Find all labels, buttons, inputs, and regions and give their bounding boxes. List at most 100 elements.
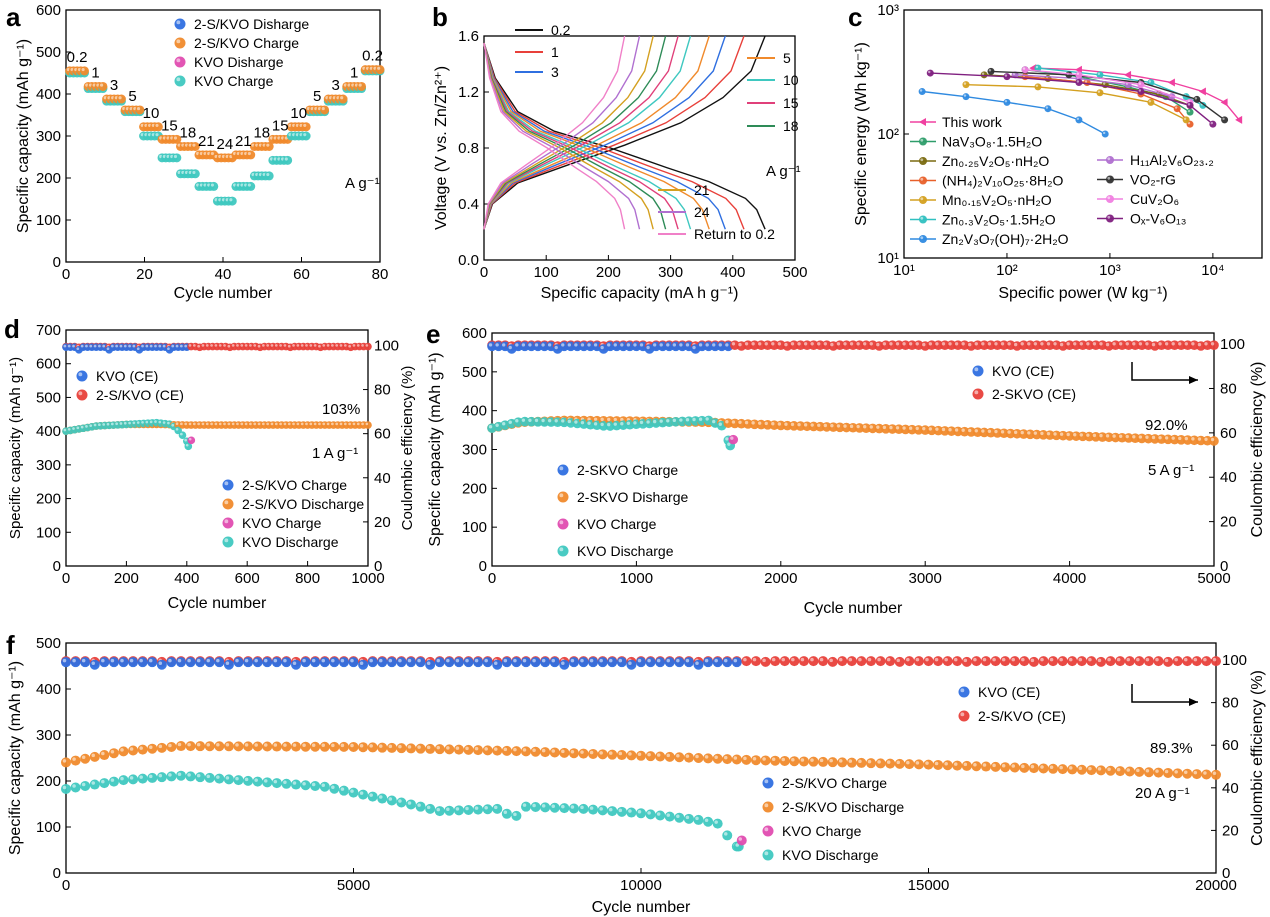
data-point-highlight — [724, 832, 728, 836]
data-point-highlight — [1073, 342, 1077, 346]
data-point-highlight — [843, 342, 847, 346]
panel-f-ce-kvo — [492, 659, 503, 670]
panel-f-ce-2skvo — [885, 656, 896, 667]
data-point-highlight — [599, 807, 603, 811]
data-point-highlight — [988, 69, 992, 72]
panel-f-cap-kvo — [223, 774, 234, 785]
panel-f-cap-kvo — [89, 779, 100, 790]
panel-f-ce-kvo — [645, 657, 656, 668]
data-point-highlight — [167, 421, 170, 425]
panel-f-cap-kvo — [358, 789, 369, 800]
data-point-highlight — [920, 138, 924, 142]
data-point-highlight — [168, 773, 172, 777]
data-point-highlight — [240, 344, 244, 347]
panel-b-discharge-curve — [483, 42, 654, 230]
e-xtick-label: 2000 — [764, 570, 797, 587]
panel-f-cap-2skvo — [875, 758, 886, 769]
panel-c-data-point — [1235, 115, 1243, 124]
panel-f-cap-2skvo — [885, 758, 896, 769]
panel-f-cap-2skvo — [463, 744, 474, 755]
data-point-highlight — [168, 658, 172, 663]
data-point-highlight — [954, 762, 958, 766]
panel-c-legend-marker — [919, 215, 927, 224]
data-point-highlight — [941, 427, 946, 432]
panel-c-legend-marker — [1106, 156, 1114, 164]
panel-f-cap-2skvo — [1009, 762, 1020, 773]
panel-e-y2tick-label: 80 — [1220, 380, 1237, 397]
data-point-highlight — [1105, 342, 1110, 347]
panel-c-series-line — [930, 72, 1214, 125]
panel-f-ce-2skvo — [779, 656, 790, 667]
panel-b-legend-label: 21 — [694, 182, 710, 198]
panel-c-data-point — [918, 88, 926, 96]
data-point-highlight — [561, 661, 565, 665]
panel-f-cap-kvo — [271, 778, 282, 789]
data-point-highlight — [920, 158, 924, 162]
panel-c-data-point — [1003, 73, 1011, 81]
data-point-highlight — [685, 418, 690, 422]
panel-f-ce-kvo — [233, 657, 244, 668]
panel-e-y2tick-label: 0 — [1220, 558, 1228, 575]
data-point-highlight — [326, 422, 330, 426]
d-xtick-label: 200 — [114, 570, 139, 587]
data-point-highlight — [731, 420, 736, 424]
data-point-highlight — [1004, 74, 1008, 77]
panel-d-retention: 103% — [322, 401, 360, 418]
data-point-highlight — [495, 343, 499, 347]
panel-f-ce-2skvo — [1086, 656, 1097, 667]
data-point-highlight — [561, 419, 565, 423]
data-point-highlight — [292, 781, 297, 785]
data-point-highlight — [981, 342, 985, 346]
data-point-highlight — [197, 422, 200, 426]
data-point-highlight — [928, 427, 933, 431]
panel-f-cap-kvo — [607, 806, 618, 817]
data-point-highlight — [819, 657, 824, 662]
data-point-highlight — [377, 66, 381, 70]
data-point-highlight — [580, 343, 585, 347]
data-point-highlight — [1203, 657, 1207, 662]
data-point-highlight — [618, 751, 623, 756]
data-point-highlight — [302, 743, 306, 747]
panel-f-cap-2skvo — [70, 755, 81, 766]
panel-f-cap-2skvo — [501, 745, 512, 756]
panel-f-ce-2skvo — [1191, 656, 1202, 667]
data-point-highlight — [339, 344, 343, 347]
data-point-highlight — [359, 743, 364, 748]
data-point-highlight — [712, 419, 716, 424]
a-ytick-label: 100 — [36, 212, 61, 229]
data-point-highlight — [863, 342, 867, 346]
panel-f-ce-kvo — [108, 657, 119, 668]
data-point-highlight — [356, 344, 360, 347]
data-point-highlight — [311, 658, 316, 663]
data-point-highlight — [656, 812, 661, 816]
panel-f-legend-marker — [958, 710, 970, 722]
panel-f-cap-2skvo — [204, 741, 215, 752]
data-point-highlight — [185, 443, 189, 447]
e-ytick-label: 600 — [462, 325, 487, 342]
panel-f-ce-kvo — [329, 657, 340, 668]
data-point-highlight — [725, 420, 729, 424]
data-point-highlight — [188, 344, 192, 347]
panel-f-legend-label: 2-S/KVO Charge — [782, 775, 887, 791]
data-point-highlight — [620, 422, 624, 426]
data-point-highlight — [266, 172, 270, 177]
data-point-highlight — [223, 344, 226, 347]
data-point-highlight — [192, 143, 196, 147]
panel-b-legend-label: 0.2 — [551, 22, 571, 38]
data-point-highlight — [235, 743, 239, 747]
d-ytick-label: 600 — [36, 356, 61, 373]
data-point-highlight — [607, 417, 611, 422]
data-point-highlight — [771, 757, 776, 761]
a-ytick-label: 0 — [53, 254, 61, 271]
data-point-highlight — [593, 422, 598, 426]
panel-f-cap-2skvo — [961, 760, 972, 771]
data-point-highlight — [98, 344, 101, 348]
panel-f-cap-2skvo — [482, 745, 493, 756]
data-point-highlight — [335, 344, 338, 347]
data-point-highlight — [72, 427, 75, 430]
panel-b-discharge-curve — [483, 42, 641, 230]
data-point-highlight — [62, 785, 67, 790]
data-point-highlight — [1035, 84, 1039, 88]
panel-f-cap-2skvo — [636, 750, 646, 761]
data-point-highlight — [227, 344, 231, 348]
